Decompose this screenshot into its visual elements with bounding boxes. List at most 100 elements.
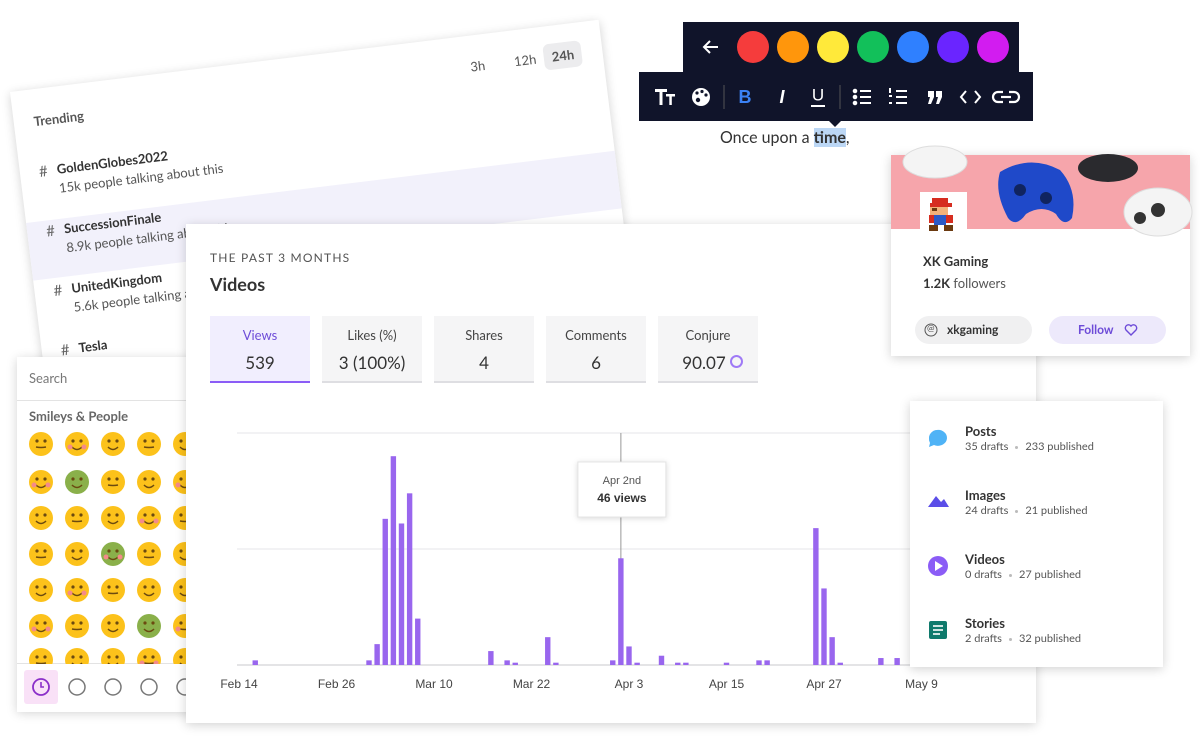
bar[interactable] [618, 558, 624, 665]
italic-button[interactable]: I [779, 87, 785, 107]
bar[interactable] [813, 528, 819, 665]
bar[interactable] [829, 637, 835, 665]
emoji[interactable] [137, 470, 161, 494]
recent-icon [32, 678, 50, 696]
bar[interactable] [821, 588, 827, 665]
metric-tab[interactable]: Comments 6 [546, 316, 646, 383]
metric-tab[interactable]: Conjure 90.07 [658, 316, 758, 383]
bar[interactable] [675, 662, 681, 665]
bar[interactable] [545, 637, 551, 665]
bar[interactable] [756, 660, 762, 665]
bar[interactable] [398, 523, 405, 665]
emoji[interactable] [65, 470, 89, 494]
bar[interactable] [504, 660, 510, 665]
bar[interactable] [488, 651, 494, 665]
emoji-eye [79, 621, 83, 625]
emoji[interactable] [65, 432, 89, 456]
draft-title[interactable]: Images [965, 487, 1006, 503]
time-tab[interactable]: 3h [469, 56, 487, 75]
numbered-list-icon[interactable] [889, 88, 907, 104]
back-arrow[interactable] [702, 40, 718, 54]
follow-button[interactable] [1049, 316, 1166, 344]
bar[interactable] [390, 456, 397, 665]
bar[interactable] [894, 658, 900, 665]
draft-count: 2 drafts [965, 632, 1002, 645]
time-tab[interactable]: 24h [542, 40, 584, 71]
bar[interactable] [512, 662, 518, 665]
bar[interactable] [382, 518, 388, 665]
emoji[interactable] [101, 614, 125, 638]
search-placeholder[interactable]: Search [29, 370, 68, 386]
bar[interactable] [415, 618, 421, 665]
metric-tab[interactable]: Likes (%) 3 (100%) [322, 316, 422, 383]
emoji-eye [79, 655, 83, 659]
draft-title[interactable]: Posts [965, 423, 997, 439]
emoji[interactable] [65, 614, 89, 638]
emoji-face [65, 432, 89, 456]
bar[interactable] [366, 660, 372, 665]
metric-tab[interactable]: Shares 4 [434, 316, 534, 383]
bar[interactable] [553, 662, 559, 665]
draft-stats: 24 drafts 21 published [965, 504, 1087, 517]
emoji[interactable] [137, 432, 161, 456]
emoji[interactable] [101, 542, 125, 566]
emoji[interactable] [137, 506, 161, 530]
bar[interactable] [374, 644, 380, 665]
bar[interactable] [837, 662, 843, 665]
bold-button[interactable]: B [739, 87, 752, 107]
bullet-list-icon[interactable] [852, 88, 871, 106]
emoji[interactable] [137, 578, 161, 602]
emoji[interactable] [29, 506, 53, 530]
bar[interactable] [878, 658, 884, 665]
bar[interactable] [723, 662, 730, 665]
emoji[interactable] [137, 614, 161, 638]
bar[interactable] [658, 655, 665, 665]
draft-title[interactable]: Stories [965, 615, 1005, 631]
underline-button[interactable]: U [812, 85, 824, 104]
emoji[interactable] [29, 432, 53, 456]
bar[interactable] [764, 660, 770, 665]
bar[interactable] [610, 660, 616, 665]
color-swatch[interactable] [777, 31, 809, 63]
emoji-cheek [175, 482, 181, 488]
follow-label[interactable]: Follow [1078, 322, 1114, 337]
color-swatch[interactable] [897, 31, 929, 63]
toolbar-notch [829, 121, 841, 127]
draft-title[interactable]: Videos [965, 551, 1005, 567]
palette-icon[interactable] [692, 88, 710, 106]
trend-tag[interactable]: Tesla [77, 336, 109, 356]
link-icon[interactable] [991, 90, 1021, 104]
emoji[interactable] [101, 578, 125, 602]
bar[interactable] [634, 662, 640, 665]
emoji[interactable] [29, 542, 53, 566]
emoji[interactable] [29, 470, 53, 494]
emoji-eye [79, 439, 83, 443]
emoji-eye [179, 585, 183, 589]
bar[interactable] [683, 662, 689, 665]
emoji[interactable] [137, 542, 161, 566]
color-swatch[interactable] [857, 31, 889, 63]
color-swatch[interactable] [937, 31, 969, 63]
emoji-eye [151, 655, 155, 659]
emoji[interactable] [65, 542, 89, 566]
bar[interactable] [626, 646, 632, 665]
emoji[interactable] [29, 578, 53, 602]
metric-tab[interactable]: Views 539 [210, 316, 310, 383]
code-icon[interactable] [959, 90, 982, 104]
emoji[interactable] [101, 506, 125, 530]
color-swatch[interactable] [817, 31, 849, 63]
emoji[interactable] [101, 432, 125, 456]
color-swatch[interactable] [977, 31, 1009, 63]
emoji[interactable] [29, 614, 53, 638]
emoji[interactable] [101, 470, 125, 494]
quote-icon[interactable] [928, 91, 942, 104]
emoji-eye [79, 477, 83, 481]
text-size-icon[interactable] [655, 89, 675, 105]
handle-chip[interactable] [915, 316, 1032, 344]
color-swatch[interactable] [737, 31, 769, 63]
emoji[interactable] [65, 578, 89, 602]
emoji[interactable] [65, 506, 89, 530]
bar[interactable] [252, 660, 258, 665]
bar[interactable] [406, 493, 413, 665]
time-tab[interactable]: 12h [513, 50, 538, 70]
